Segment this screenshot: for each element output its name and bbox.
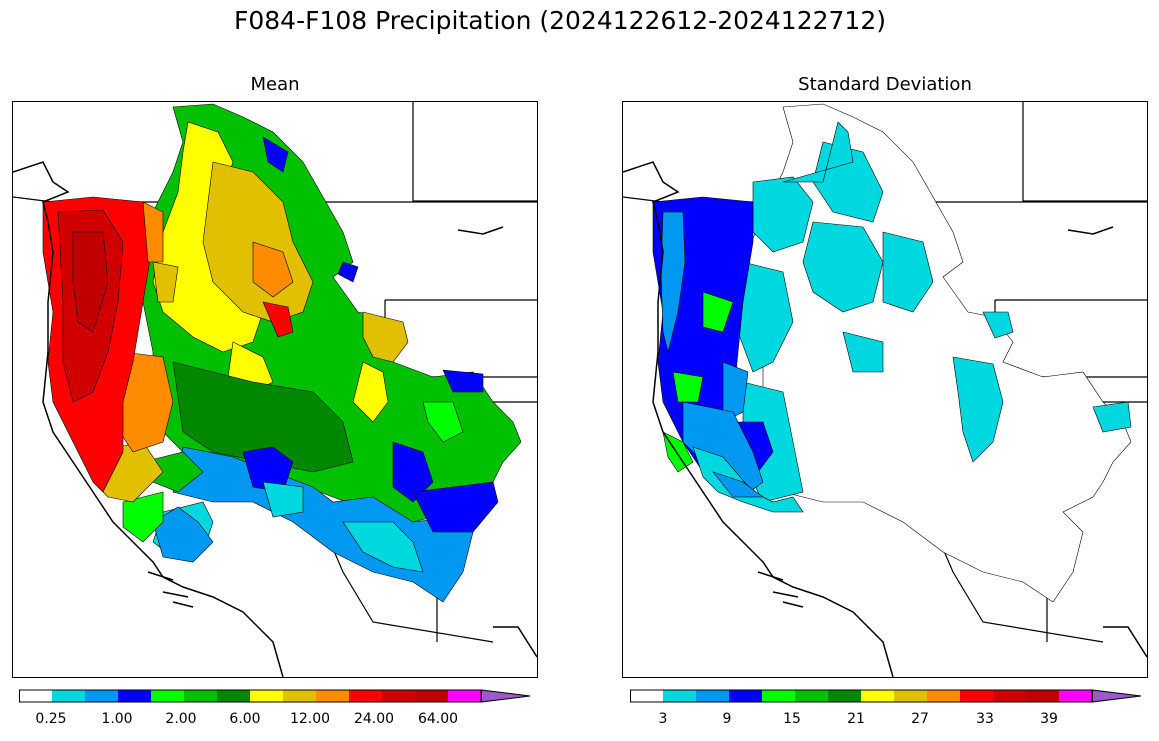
colorbar-segment <box>250 690 284 702</box>
stddev-field <box>652 103 1132 603</box>
stddev-map <box>622 101 1148 678</box>
colorbar-segment <box>448 690 482 702</box>
mean-colorbar-svg <box>19 689 531 703</box>
mean-map-svg <box>13 102 537 677</box>
mean-tick-label: 6.00 <box>229 711 261 727</box>
mean-map <box>12 101 538 678</box>
stddev-tick-label: 39 <box>1040 711 1058 727</box>
stddev-tick-label: 9 <box>722 711 732 727</box>
colorbar-segment <box>795 690 829 702</box>
mean-colorbar <box>19 689 531 703</box>
stddev-tick-label: 33 <box>976 711 994 727</box>
coastline <box>623 161 1147 677</box>
colorbar-segment <box>151 690 185 702</box>
colorbar-segment <box>415 690 449 702</box>
colorbar-segment <box>382 690 416 702</box>
mean-panel-title: Mean <box>250 74 300 95</box>
colorbar-segment <box>960 690 994 702</box>
stddev-colorbar-svg <box>630 689 1142 703</box>
colorbar-segment <box>1026 690 1060 702</box>
mean-tick-label: 2.00 <box>165 711 197 727</box>
colorbar-segment <box>85 690 119 702</box>
mean-tick-label: 1.00 <box>101 711 133 727</box>
stddev-tick-label: 27 <box>911 711 929 727</box>
colorbar-segment <box>1059 690 1093 702</box>
colorbar-segment <box>316 690 350 702</box>
colorbar-segment <box>19 690 53 702</box>
stddev-tick-label: 15 <box>783 711 801 727</box>
colorbar-segment <box>861 690 895 702</box>
mean-tick-label: 24.00 <box>353 711 395 727</box>
mean-precip-field <box>42 103 522 603</box>
colorbar-segment <box>762 690 796 702</box>
colorbar-segment <box>118 690 152 702</box>
colorbar-segment <box>630 690 664 702</box>
colorbar-segment <box>993 690 1027 702</box>
colorbar-segment <box>729 690 763 702</box>
colorbar-segment <box>349 690 383 702</box>
mean-tick-label: 64.00 <box>417 711 459 727</box>
colorbar-segment <box>828 690 862 702</box>
colorbar-extend-arrow <box>480 689 531 703</box>
stddev-panel-title: Standard Deviation <box>798 74 972 95</box>
colorbar-outline <box>630 689 1093 703</box>
mean-tick-label: 0.25 <box>35 711 67 727</box>
colorbar-segment <box>52 690 86 702</box>
colorbar-segment <box>184 690 218 702</box>
figure-title: F084-F108 Precipitation (2024122612-2024… <box>233 6 886 35</box>
colorbar-segment <box>927 690 961 702</box>
colorbar-segment <box>894 690 928 702</box>
stddev-tick-label: 3 <box>658 711 668 727</box>
colorbar-segment <box>217 690 251 702</box>
stddev-tick-label: 21 <box>847 711 865 727</box>
mean-tick-label: 12.00 <box>289 711 331 727</box>
colorbar-segment <box>696 690 730 702</box>
stddev-map-svg <box>623 102 1147 677</box>
colorbar-outline <box>19 689 482 703</box>
colorbar-segment <box>283 690 317 702</box>
colorbar-extend-arrow <box>1091 689 1142 703</box>
stddev-colorbar <box>630 689 1142 703</box>
colorbar-segment <box>663 690 697 702</box>
coastline <box>13 161 537 677</box>
